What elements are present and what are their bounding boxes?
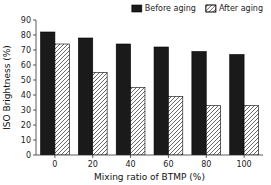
legend-label: After aging	[219, 4, 263, 13]
y-tick	[33, 110, 36, 111]
x-tick-label: 40	[125, 160, 135, 169]
y-axis-label: ISO Brightness (%)	[2, 45, 12, 130]
y-tick-label: 80	[21, 31, 31, 40]
x-tick-label: 20	[88, 160, 98, 169]
legend-swatch	[206, 5, 216, 12]
bar	[41, 32, 55, 155]
bar-background	[168, 97, 182, 156]
y-tick-label: 50	[21, 76, 31, 85]
bar	[206, 106, 220, 156]
y-tick	[33, 50, 36, 51]
y-tick	[33, 35, 36, 36]
x-axis-line	[36, 155, 263, 156]
chart-container: 0 10 20 30 40 50 60 70 80 90 0 20 40 60 80 100 Mixing ra…	[0, 0, 271, 185]
x-tick	[168, 155, 169, 158]
legend-swatch-background	[132, 5, 142, 12]
y-tick-label: 10	[21, 136, 31, 145]
bar	[192, 52, 206, 156]
bar	[116, 44, 130, 155]
bars	[41, 32, 259, 155]
y-tick	[33, 125, 36, 126]
bar-background	[244, 106, 258, 156]
y-tick	[33, 95, 36, 96]
bar	[93, 73, 107, 156]
bar-background	[93, 73, 107, 156]
x-tick	[130, 155, 131, 158]
y-tick-label: 0	[26, 151, 31, 160]
y-tick-label: 90	[21, 16, 31, 25]
x-tick-label: 60	[163, 160, 173, 169]
legend-item: Before aging	[132, 4, 196, 13]
y-tick-label: 60	[21, 61, 31, 70]
plot-area: 0 10 20 30 40 50 60 70 80 90 0 20 40 60 80 100 Mixing ra…	[2, 16, 263, 183]
x-tick-label: 100	[236, 160, 251, 169]
bar	[154, 47, 168, 155]
y-tick-label: 20	[21, 121, 31, 130]
y-tick	[33, 65, 36, 66]
x-tick-label: 80	[201, 160, 211, 169]
bar	[168, 97, 182, 156]
x-tick	[54, 155, 55, 158]
chart: 0 10 20 30 40 50 60 70 80 90 0 20 40 60 80 100 Mixing ra…	[0, 0, 271, 185]
y-tick	[33, 140, 36, 141]
x-tick	[206, 155, 207, 158]
y-tick	[33, 155, 36, 156]
bar-background	[206, 106, 220, 156]
legend-item: After aging	[206, 4, 263, 13]
y-tick	[33, 20, 36, 21]
bar-background	[55, 44, 69, 155]
bar	[244, 106, 258, 156]
bar	[131, 88, 145, 156]
legend-swatch-background	[206, 5, 216, 12]
x-tick	[92, 155, 93, 158]
x-tick-label: 0	[52, 160, 57, 169]
y-tick-label: 40	[21, 91, 31, 100]
bar-background	[131, 88, 145, 156]
bar	[78, 38, 92, 155]
x-axis-label: Mixing ratio of BTMP (%)	[94, 172, 205, 182]
y-tick	[33, 80, 36, 81]
legend-label: Before aging	[145, 4, 196, 13]
bar	[55, 44, 69, 155]
legend: Before aging After aging	[132, 4, 263, 13]
bar	[230, 55, 244, 156]
x-tick	[244, 155, 245, 158]
y-tick-label: 30	[21, 106, 31, 115]
y-tick-label: 70	[21, 46, 31, 55]
y-axis-line	[36, 20, 37, 155]
